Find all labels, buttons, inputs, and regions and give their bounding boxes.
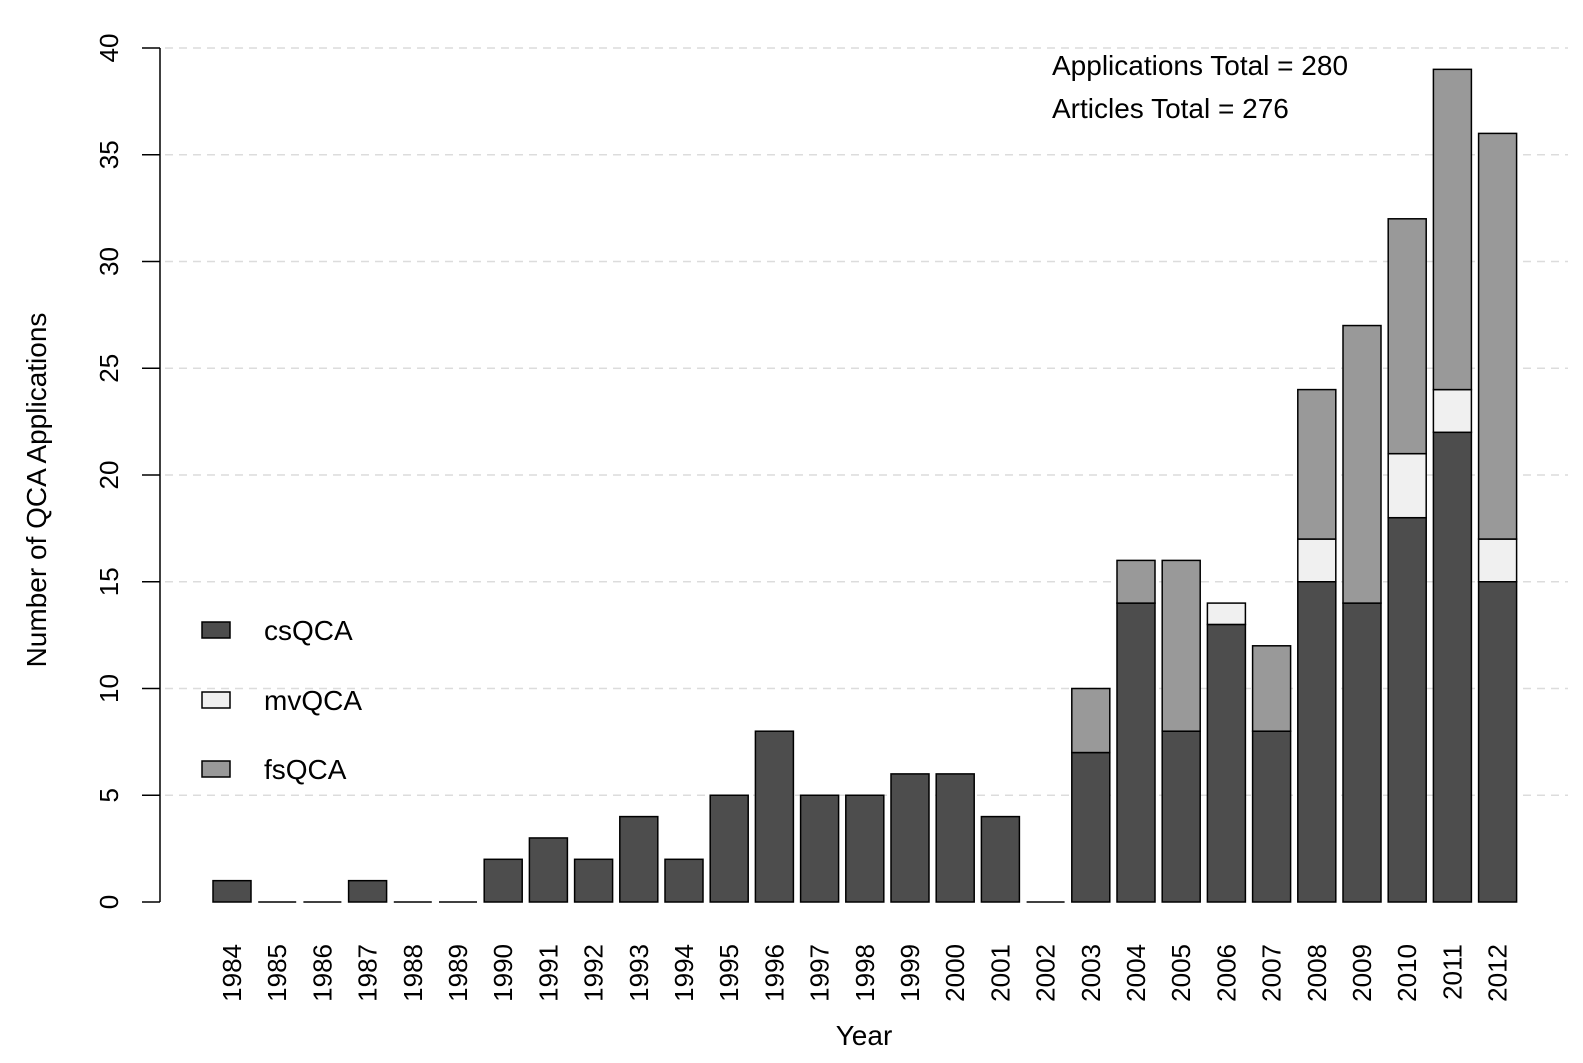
x-tick-label: 1984 <box>217 944 247 1002</box>
x-tick-label: 2010 <box>1392 944 1422 1002</box>
x-tick-label: 2009 <box>1347 944 1377 1002</box>
legend-label-csQCA: csQCA <box>264 615 353 646</box>
bar-csQCA-1993 <box>619 815 659 903</box>
x-tick-label: 1993 <box>624 944 654 1002</box>
x-axis-title: Year <box>836 1020 893 1051</box>
x-tick-label: 1991 <box>533 944 563 1002</box>
x-tick-label: 2000 <box>940 944 970 1002</box>
x-tick-label: 1997 <box>805 944 835 1002</box>
bar-csQCA-1997 <box>799 794 840 903</box>
bar-fsQCA-2011 <box>1432 68 1473 391</box>
bar-csQCA-1996 <box>754 730 795 903</box>
bar-mvQCA-2012 <box>1477 538 1518 583</box>
x-tick-label: 1992 <box>579 944 609 1002</box>
annotation-applications-total: Applications Total = 280 <box>1052 50 1348 81</box>
x-tick-label: 1999 <box>895 944 925 1002</box>
y-axis: 0 5 10 15 20 25 30 35 40 <box>94 34 161 909</box>
y-tick-label: 5 <box>94 788 124 802</box>
legend-swatch-mvQCA <box>201 691 231 709</box>
x-tick-label: 1989 <box>443 944 473 1002</box>
bar-fsQCA-2007 <box>1251 645 1292 732</box>
y-tick-label: 40 <box>94 34 124 63</box>
x-tick-label: 1995 <box>714 944 744 1002</box>
y-tick-label: 30 <box>94 247 124 276</box>
bar-mvQCA-2008 <box>1297 538 1337 583</box>
bar-csQCA-1995 <box>709 794 749 903</box>
bar-csQCA-1991 <box>528 837 569 903</box>
x-tick-label: 2006 <box>1211 944 1241 1002</box>
legend-label-fsQCA: fsQCA <box>264 754 347 785</box>
bar-csQCA-1990 <box>483 858 523 903</box>
y-tick-label: 25 <box>94 354 124 383</box>
bar-csQCA-2004 <box>1116 602 1156 903</box>
x-tick-label: 1990 <box>488 944 518 1002</box>
bar-csQCA-2008 <box>1297 581 1337 903</box>
bar-csQCA-1992 <box>573 858 614 903</box>
bar-csQCA-1998 <box>845 794 885 903</box>
x-tick-label: 2007 <box>1257 944 1287 1002</box>
x-tick-label: 2011 <box>1437 944 1467 1000</box>
bar-fsQCA-2003 <box>1071 687 1111 754</box>
y-tick-label: 15 <box>94 567 124 596</box>
bar-csQCA-2010 <box>1387 516 1427 903</box>
x-tick-label: 1986 <box>307 944 337 1002</box>
bar-mvQCA-2006 <box>1206 602 1247 626</box>
bar-fsQCA-2005 <box>1161 559 1201 732</box>
x-tick-label: 1996 <box>759 944 789 1002</box>
x-tick-label: 2003 <box>1076 944 1106 1002</box>
bar-csQCA-2000 <box>935 773 975 903</box>
legend: csQCA mvQCA fsQCA <box>201 615 362 785</box>
bar-csQCA-2001 <box>980 815 1021 903</box>
bar-csQCA-1999 <box>890 773 930 903</box>
x-tick-label: 1987 <box>353 944 383 1002</box>
x-tick-label: 1994 <box>669 944 699 1002</box>
x-tick-label: 2001 <box>985 944 1015 1002</box>
bar-csQCA-2007 <box>1251 730 1292 903</box>
bar-fsQCA-2004 <box>1116 559 1156 604</box>
bar-fsQCA-2009 <box>1342 324 1382 604</box>
legend-swatch-fsQCA <box>201 760 231 778</box>
y-tick-label: 35 <box>94 140 124 169</box>
bar-csQCA-2011 <box>1432 431 1473 903</box>
bar-csQCA-2006 <box>1206 623 1247 903</box>
bar-mvQCA-2010 <box>1387 452 1427 519</box>
y-tick-label: 20 <box>94 461 124 490</box>
legend-swatch-csQCA <box>201 621 231 639</box>
bar-csQCA-2009 <box>1342 602 1382 903</box>
bar-csQCA-1984 <box>212 879 252 903</box>
bar-csQCA-1987 <box>347 879 388 903</box>
x-tick-label: 2002 <box>1031 944 1061 1002</box>
x-tick-label: 2004 <box>1121 944 1151 1002</box>
bar-csQCA-2003 <box>1071 751 1111 903</box>
x-tick-label: 1998 <box>850 944 880 1002</box>
bars <box>212 68 1518 903</box>
x-tick-label: 2008 <box>1302 944 1332 1002</box>
bar-csQCA-2005 <box>1161 730 1201 903</box>
x-tick-label: 2005 <box>1166 944 1196 1002</box>
y-axis-title: Number of QCA Applications <box>21 313 52 668</box>
x-tick-label: 1988 <box>398 944 428 1002</box>
bar-fsQCA-2010 <box>1387 218 1427 455</box>
bar-csQCA-2012 <box>1477 581 1518 903</box>
annotation-articles-total: Articles Total = 276 <box>1052 93 1289 124</box>
x-tick-label: 1985 <box>262 944 292 1002</box>
bar-mvQCA-2011 <box>1432 388 1473 434</box>
y-tick-label: 0 <box>94 895 124 909</box>
legend-label-mvQCA: mvQCA <box>264 685 362 716</box>
bar-csQCA-1994 <box>664 858 704 903</box>
bar-fsQCA-2012 <box>1477 132 1518 540</box>
x-axis-tick-labels: 1984 1985 1986 1987 1988 1989 1990 1991 1992 1993… <box>217 944 1513 1002</box>
x-tick-label: 2012 <box>1483 944 1513 1002</box>
y-tick-label: 10 <box>94 674 124 703</box>
bar-fsQCA-2008 <box>1297 388 1337 540</box>
